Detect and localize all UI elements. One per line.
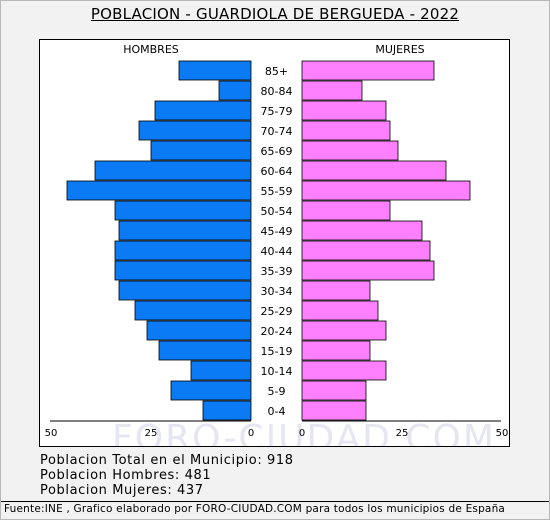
age-group-label: 55-59 bbox=[261, 185, 293, 198]
male-bar-75-79 bbox=[154, 100, 252, 121]
female-bar-25-29 bbox=[301, 300, 379, 321]
age-group-label: 35-39 bbox=[261, 265, 293, 278]
female-bar-0-4 bbox=[301, 400, 367, 421]
male-bar-5-9 bbox=[170, 380, 252, 401]
age-group-label: 80-84 bbox=[261, 85, 293, 98]
female-bar-10-14 bbox=[301, 360, 387, 381]
male-bar-70-74 bbox=[138, 120, 252, 141]
female-bar-50-54 bbox=[301, 200, 391, 221]
male-bar-45-49 bbox=[118, 220, 252, 241]
age-group-label: 75-79 bbox=[261, 105, 293, 118]
female-bar-40-44 bbox=[301, 240, 431, 261]
female-bar-35-39 bbox=[301, 260, 435, 281]
female-bar-20-24 bbox=[301, 320, 387, 341]
age-group-label: 70-74 bbox=[261, 125, 293, 138]
female-bar-80-84 bbox=[301, 80, 363, 101]
age-group-label: 60-64 bbox=[261, 165, 293, 178]
female-bar-85+ bbox=[301, 60, 435, 81]
mujeres-label: MUJERES bbox=[375, 43, 424, 56]
female-bar-55-59 bbox=[301, 180, 471, 201]
male-bar-0-4 bbox=[202, 400, 252, 421]
age-group-label: 25-29 bbox=[261, 305, 293, 318]
age-group-label: 45-49 bbox=[261, 225, 293, 238]
footer-divider bbox=[0, 501, 550, 502]
x-tick-label: 25 bbox=[145, 428, 158, 439]
male-bar-20-24 bbox=[146, 320, 252, 341]
male-bar-85+ bbox=[178, 60, 252, 81]
x-tick-label: 50 bbox=[45, 428, 58, 439]
male-bar-60-64 bbox=[94, 160, 252, 181]
male-bar-35-39 bbox=[114, 260, 252, 281]
female-bar-70-74 bbox=[301, 120, 391, 141]
age-group-label: 50-54 bbox=[261, 205, 293, 218]
female-bar-15-19 bbox=[301, 340, 371, 361]
watermark: FORO-CIUDAD.COM bbox=[112, 418, 496, 446]
x-tick-label: 50 bbox=[496, 428, 509, 439]
age-group-label: 30-34 bbox=[261, 285, 293, 298]
male-bar-10-14 bbox=[190, 360, 252, 381]
hombres-label: HOMBRES bbox=[123, 43, 179, 56]
age-group-label: 15-19 bbox=[261, 345, 293, 358]
male-bar-55-59 bbox=[66, 180, 252, 201]
female-bar-5-9 bbox=[301, 380, 367, 401]
chart-title: POBLACION - GUARDIOLA DE BERGUEDA - 2022 bbox=[90, 5, 460, 23]
x-tick-label: 0 bbox=[248, 428, 254, 439]
male-bar-30-34 bbox=[118, 280, 252, 301]
female-bar-60-64 bbox=[301, 160, 447, 181]
female-bar-65-69 bbox=[301, 140, 399, 161]
male-bar-65-69 bbox=[150, 140, 252, 161]
female-bar-45-49 bbox=[301, 220, 423, 241]
female-bar-30-34 bbox=[301, 280, 371, 301]
source-note: Fuente:INE , Grafico elaborado por FORO-… bbox=[4, 503, 506, 515]
age-group-label: 0-4 bbox=[268, 405, 286, 418]
male-bar-50-54 bbox=[114, 200, 252, 221]
female-population: Poblacion Mujeres: 437 bbox=[40, 483, 204, 498]
x-tick-label: 0 bbox=[299, 428, 305, 439]
age-group-label: 85+ bbox=[265, 65, 288, 78]
male-bar-15-19 bbox=[158, 340, 252, 361]
male-bar-40-44 bbox=[114, 240, 252, 261]
population-pyramid: FORO-CIUDAD.COM HOMBRES MUJERES 85+ 80-84… bbox=[45, 43, 509, 446]
male-bar-80-84 bbox=[218, 80, 252, 101]
female-bar-75-79 bbox=[301, 100, 387, 121]
total-population: Poblacion Total en el Municipio: 918 bbox=[40, 453, 294, 468]
male-population: Poblacion Hombres: 481 bbox=[40, 468, 212, 483]
age-group-label: 65-69 bbox=[261, 145, 293, 158]
x-tick-label: 25 bbox=[396, 428, 409, 439]
age-group-label: 10-14 bbox=[261, 365, 293, 378]
age-group-label: 20-24 bbox=[261, 325, 293, 338]
age-group-label: 5-9 bbox=[268, 385, 286, 398]
male-bar-25-29 bbox=[134, 300, 252, 321]
chart-frame: FORO-CIUDAD.COM HOMBRES MUJERES 85+ 80-84… bbox=[39, 39, 510, 447]
age-group-label: 40-44 bbox=[261, 245, 293, 258]
